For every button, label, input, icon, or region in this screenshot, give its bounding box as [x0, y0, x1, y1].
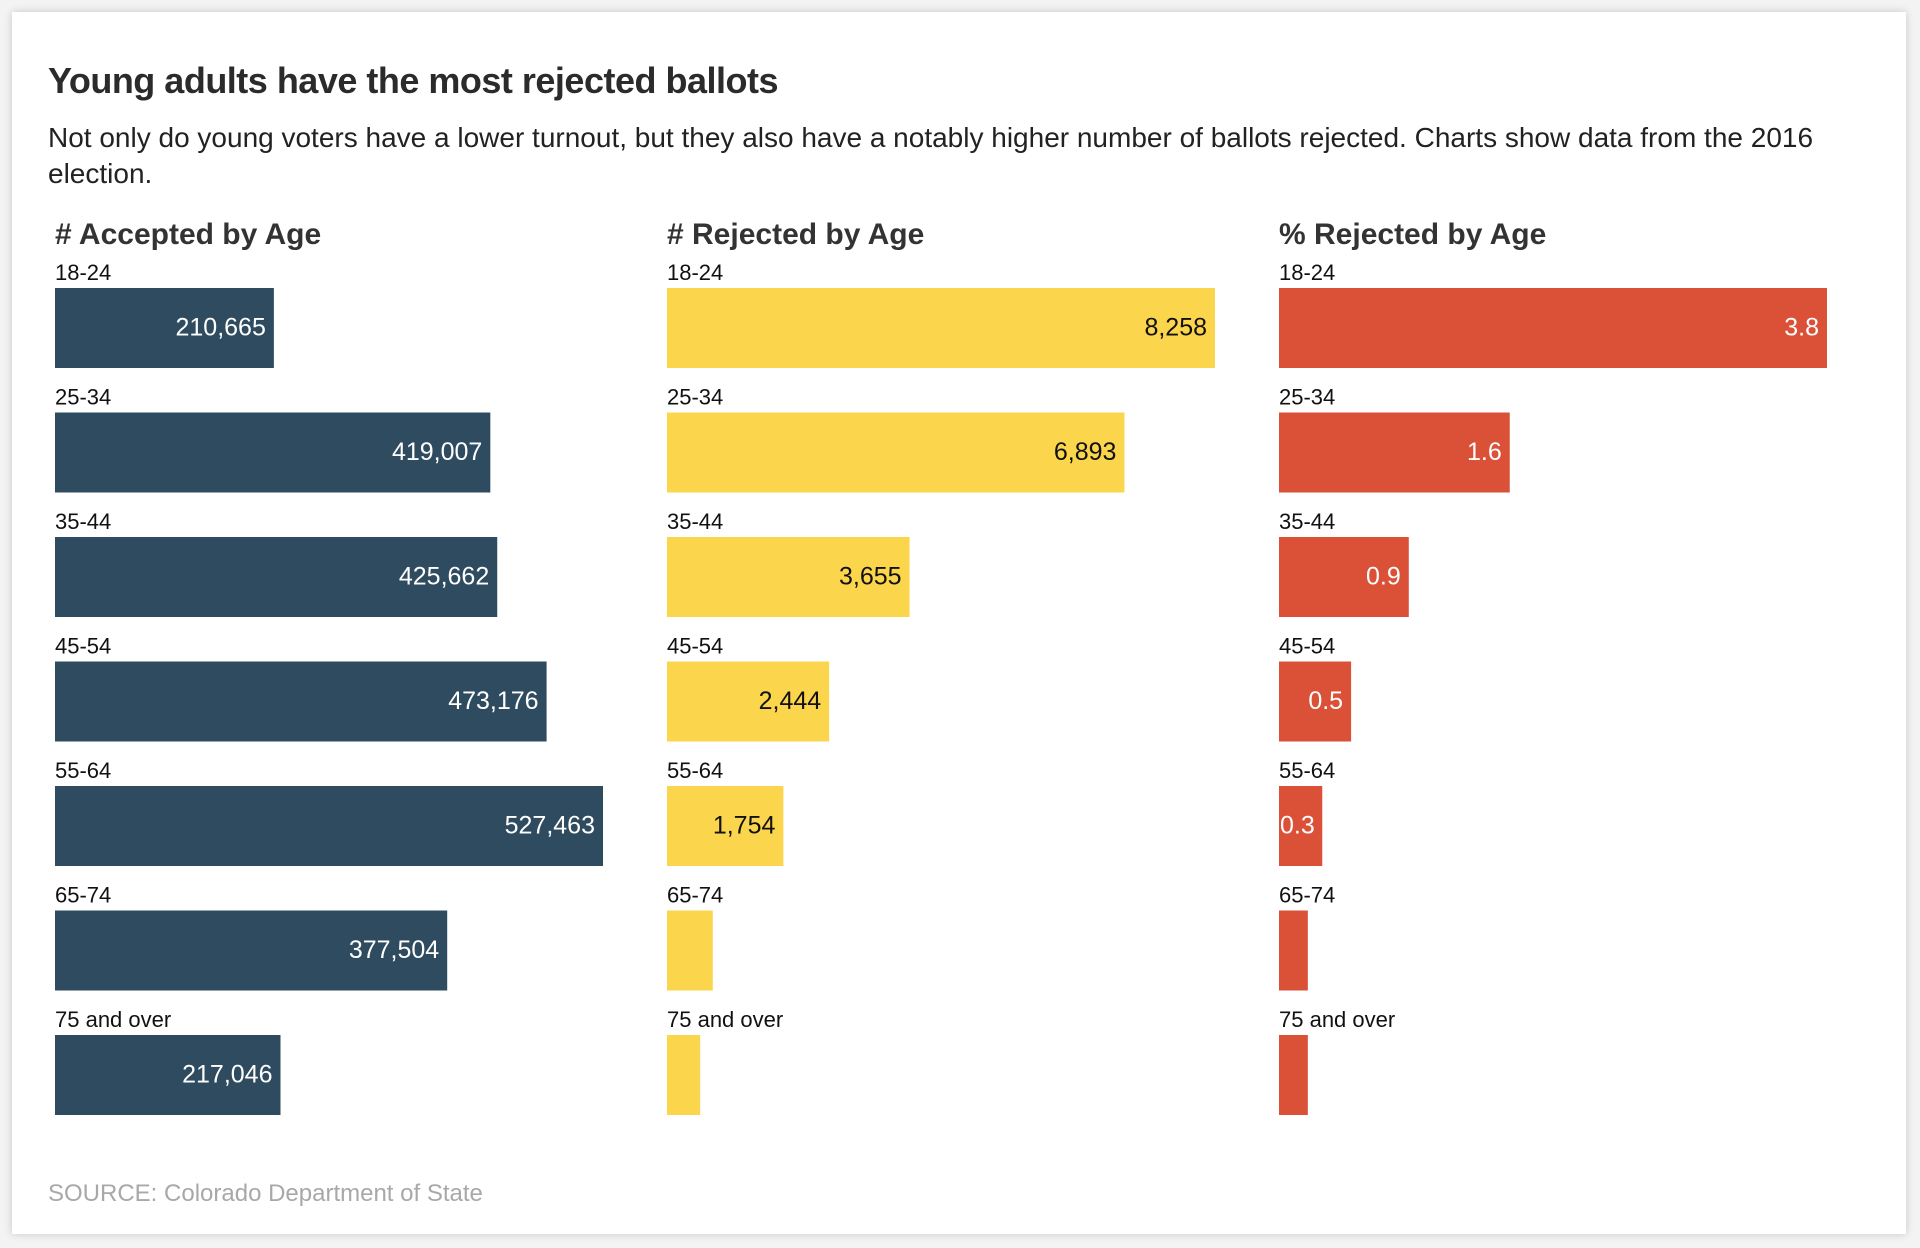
category-label: 18-24	[55, 260, 111, 285]
bar	[1279, 1035, 1308, 1115]
value-label: 1,754	[713, 812, 776, 840]
category-label: 65-74	[667, 882, 723, 907]
subtitle: Not only do young voters have a lower tu…	[48, 122, 1814, 189]
bar	[55, 661, 547, 742]
bar	[667, 288, 1215, 368]
category-label: 35-44	[55, 509, 111, 534]
bar	[667, 661, 830, 742]
category-label: 75 and over	[1279, 1007, 1395, 1032]
category-label: 55-64	[55, 758, 111, 783]
value-label: 6,893	[1054, 438, 1117, 466]
bar	[1279, 786, 1323, 866]
source: SOURCE: Colorado Department of State	[48, 1180, 483, 1207]
value-label: 0.3	[1280, 812, 1315, 840]
category-label: 65-74	[55, 882, 111, 907]
value-label: 419,007	[392, 438, 482, 466]
charts: # Accepted by Age 18-24 210,665 25-34 419,00…	[55, 218, 1827, 1115]
card: Young adults have the most rejected ball…	[12, 12, 1906, 1234]
bar	[1279, 661, 1352, 742]
value-label: 527,463	[505, 812, 595, 840]
category-label: 45-54	[55, 633, 111, 658]
bar	[667, 910, 713, 991]
category-label: 55-64	[667, 758, 723, 783]
value-label: 3,655	[839, 563, 902, 591]
value-label: 210,665	[175, 314, 265, 342]
bar	[55, 288, 274, 368]
value-label: 1.6	[1467, 438, 1502, 466]
category-label: 45-54	[1279, 633, 1335, 658]
value-label: 2,444	[759, 687, 822, 715]
value-label: 377,504	[349, 936, 439, 964]
bar	[1279, 288, 1827, 368]
value-label: 425,662	[399, 563, 489, 591]
bar	[55, 786, 603, 866]
bar	[667, 537, 910, 617]
category-label: 25-34	[1279, 384, 1335, 409]
category-label: 65-74	[1279, 882, 1335, 907]
chart-title: % Rejected by Age	[1279, 218, 1546, 251]
bar	[55, 537, 498, 617]
category-label: 75 and over	[667, 1007, 783, 1032]
title: Young adults have the most rejected ball…	[48, 60, 778, 101]
bar	[667, 412, 1125, 493]
chart-title: # Rejected by Age	[667, 218, 924, 251]
category-label: 25-34	[667, 384, 723, 409]
category-label: 45-54	[667, 633, 723, 658]
value-label: 8,258	[1144, 314, 1207, 342]
category-label: 35-44	[1279, 509, 1335, 534]
value-label: 0.9	[1366, 563, 1401, 591]
category-label: 75 and over	[55, 1007, 171, 1032]
value-label: 3.8	[1784, 314, 1819, 342]
category-label: 18-24	[667, 260, 723, 285]
value-label: 473,176	[448, 687, 538, 715]
bar	[1279, 537, 1409, 617]
bar	[55, 1035, 281, 1115]
bar	[1279, 910, 1308, 991]
bar	[667, 786, 784, 866]
bar	[1279, 412, 1510, 493]
category-label: 55-64	[1279, 758, 1335, 783]
value-label: 217,046	[182, 1061, 272, 1089]
category-label: 18-24	[1279, 260, 1335, 285]
bar	[667, 1035, 701, 1115]
category-label: 35-44	[667, 509, 723, 534]
value-label: 0.5	[1308, 687, 1343, 715]
chart-title: # Accepted by Age	[55, 218, 321, 251]
category-label: 25-34	[55, 384, 111, 409]
bar	[55, 412, 491, 493]
bar	[55, 910, 448, 991]
